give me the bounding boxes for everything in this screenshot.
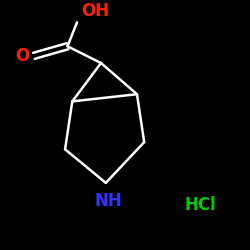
Text: HCl: HCl <box>184 196 216 214</box>
Text: OH: OH <box>81 2 109 20</box>
Text: O: O <box>15 47 29 65</box>
Text: NH: NH <box>94 192 122 210</box>
